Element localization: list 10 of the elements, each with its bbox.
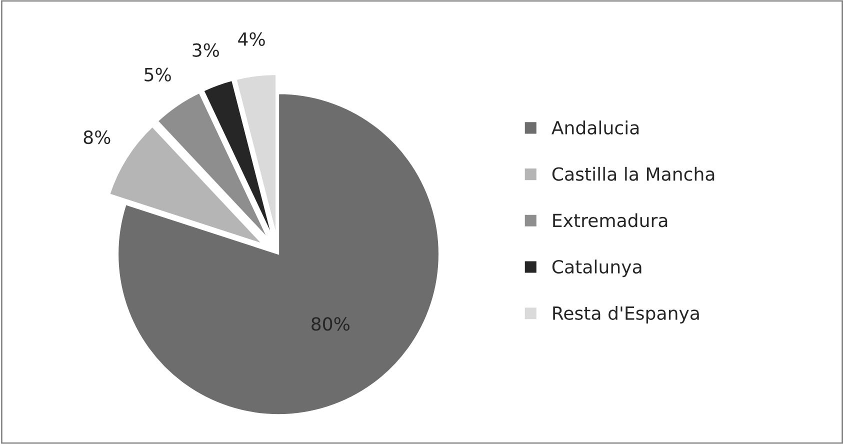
data-label: 3%: [192, 43, 219, 57]
data-label: 4%: [238, 32, 265, 46]
legend-label: Catalunya: [552, 260, 642, 278]
legend-label: Extremadura: [553, 213, 668, 228]
data-label: 8%: [84, 130, 110, 144]
legend-label: Andalucia: [552, 120, 639, 135]
data-label: 5%: [144, 68, 171, 82]
legend-label: Castilla la Mancha: [552, 166, 714, 181]
legend-label: Resta d'Espanya: [553, 306, 699, 324]
data-label: 80%: [312, 317, 350, 331]
